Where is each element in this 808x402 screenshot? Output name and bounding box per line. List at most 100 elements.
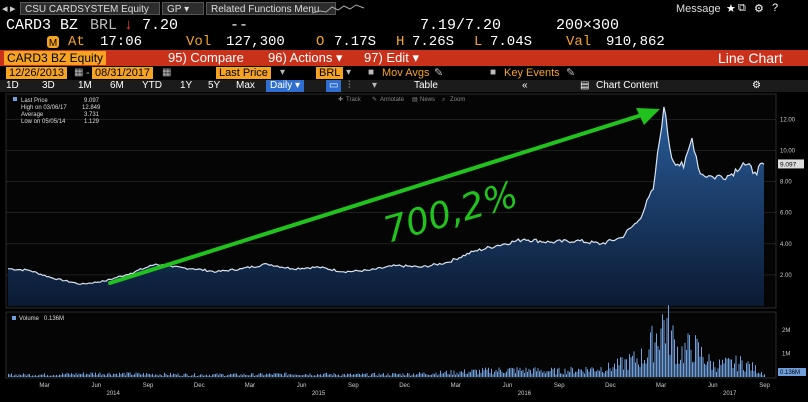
- volume-bar: [213, 374, 215, 377]
- chart-content-button[interactable]: Chart Content: [596, 80, 659, 91]
- dropdown-icon[interactable]: ▾: [346, 67, 352, 78]
- table-button[interactable]: Table: [414, 80, 438, 91]
- volume-bar: [75, 372, 77, 377]
- volume-bar: [398, 374, 399, 377]
- volume-bar: [347, 373, 348, 377]
- volume-bar: [92, 372, 93, 377]
- volume-bar: [420, 373, 422, 377]
- volume-bar: [288, 374, 290, 377]
- line-chart-type-icon[interactable]: ▭: [326, 80, 342, 92]
- chart-type-icon[interactable]: ⫶: [348, 80, 351, 91]
- value-traded: 910,862: [606, 34, 665, 50]
- volume-bar: [521, 370, 522, 377]
- news-button[interactable]: News: [420, 97, 435, 103]
- currency-selector[interactable]: BRL: [316, 67, 344, 79]
- volume-bar: [438, 374, 440, 377]
- settings-icon[interactable]: ⚙: [754, 3, 764, 15]
- edit-button[interactable]: 97) Edit ▾: [364, 50, 419, 66]
- volume-bar: [336, 375, 338, 377]
- price-chart[interactable]: 12.00 10.00 8.00 6.00 4.00 2.00 Last Price 9.…: [0, 92, 808, 402]
- x-tick-label: Mar: [245, 383, 255, 389]
- currency: BRL: [90, 17, 118, 34]
- volume-bar: [126, 372, 128, 377]
- period-1d[interactable]: 1D: [6, 80, 19, 91]
- volume-bar: [647, 357, 648, 377]
- volume-bar: [161, 375, 162, 377]
- volume-bar: [533, 368, 534, 377]
- checkbox-icon[interactable]: ■: [490, 67, 497, 78]
- key-events-toggle[interactable]: Key Events: [504, 67, 560, 79]
- start-date-field[interactable]: 12/26/2013: [6, 67, 68, 79]
- checkbox-icon[interactable]: ■: [368, 67, 375, 78]
- volume-bar: [459, 371, 461, 377]
- window-icon[interactable]: ⧉: [738, 2, 746, 14]
- period-6m[interactable]: 6M: [110, 80, 124, 91]
- alert-icon[interactable]: M: [46, 35, 60, 54]
- collapse-icon[interactable]: «: [522, 80, 528, 91]
- high-label: H: [396, 34, 405, 50]
- end-date-field[interactable]: 08/31/2017: [92, 67, 154, 79]
- volume-bar: [548, 371, 549, 377]
- pencil-icon[interactable]: ✎: [434, 67, 444, 79]
- volume-bar: [687, 333, 689, 377]
- star-icon[interactable]: ★: [726, 3, 736, 15]
- nav-back-icon[interactable]: ◂: [2, 3, 8, 15]
- message-button[interactable]: Message: [676, 3, 721, 15]
- calendar-icon[interactable]: ▦: [74, 67, 84, 78]
- annotate-icon[interactable]: ✎: [372, 96, 377, 103]
- volume-bar: [693, 361, 695, 377]
- volume-bar: [236, 373, 237, 377]
- frequency-selector[interactable]: Daily ▾: [266, 80, 305, 92]
- volume-tag-box: [778, 368, 806, 376]
- field-selector[interactable]: Last Price: [216, 67, 271, 79]
- dropdown-icon: ▾: [412, 50, 419, 65]
- volume-bar: [111, 375, 113, 377]
- compare-button[interactable]: 95) Compare: [168, 50, 244, 65]
- volume-bar: [327, 374, 329, 377]
- nav-forward-icon[interactable]: ▸: [10, 3, 16, 15]
- period-5y[interactable]: 5Y: [208, 80, 221, 91]
- volume-bar: [375, 375, 377, 377]
- value-label: Val: [566, 34, 592, 50]
- dropdown-icon[interactable]: ▾: [372, 80, 378, 91]
- zoom-button[interactable]: Zoom: [450, 97, 465, 103]
- volume-bar: [285, 372, 287, 377]
- volume-bar: [549, 371, 551, 377]
- volume-bar: [495, 369, 497, 377]
- volume-bar: [227, 375, 228, 377]
- chart-content-icon[interactable]: ▤: [580, 80, 590, 91]
- volume-bar: [708, 354, 710, 377]
- last-price: 7.20: [142, 17, 179, 34]
- help-icon[interactable]: ?: [772, 2, 779, 14]
- period-max[interactable]: Max: [236, 80, 255, 91]
- zoom-icon[interactable]: ⌕: [442, 97, 445, 103]
- track-icon[interactable]: ✚: [338, 96, 343, 103]
- period-1y[interactable]: 1Y: [180, 80, 193, 91]
- period-3d[interactable]: 3D: [42, 80, 55, 91]
- volume-bar: [83, 372, 84, 377]
- volume-bar: [557, 368, 558, 377]
- dropdown-icon[interactable]: ▾: [280, 67, 286, 78]
- volume-bar: [180, 375, 182, 377]
- settings-icon[interactable]: ⚙: [752, 80, 761, 91]
- mov-avgs-toggle[interactable]: Mov Avgs: [382, 67, 430, 79]
- calendar-icon[interactable]: ▦: [162, 67, 172, 78]
- volume-bar: [614, 363, 615, 377]
- volume-bar: [386, 375, 387, 377]
- pencil-icon[interactable]: ✎: [566, 67, 576, 79]
- actions-button[interactable]: 96) Actions ▾: [268, 50, 342, 66]
- annotate-button[interactable]: Annotate: [380, 97, 405, 103]
- function-field[interactable]: GP ▾: [162, 2, 204, 15]
- volume-bar: [317, 373, 318, 377]
- volume-bar: [455, 374, 456, 377]
- security-field[interactable]: CSU CARDSYSTEM Equity: [20, 2, 160, 15]
- news-icon[interactable]: ▤: [412, 97, 418, 103]
- volume-bar: [723, 363, 725, 377]
- track-button[interactable]: Track: [346, 97, 362, 103]
- period-1m[interactable]: 1M: [78, 80, 92, 91]
- volume-bar: [518, 370, 519, 377]
- legend-swatch: [13, 97, 17, 101]
- period-ytd[interactable]: YTD: [142, 80, 162, 91]
- volume-bar: [558, 367, 560, 377]
- volume-bar: [434, 374, 435, 377]
